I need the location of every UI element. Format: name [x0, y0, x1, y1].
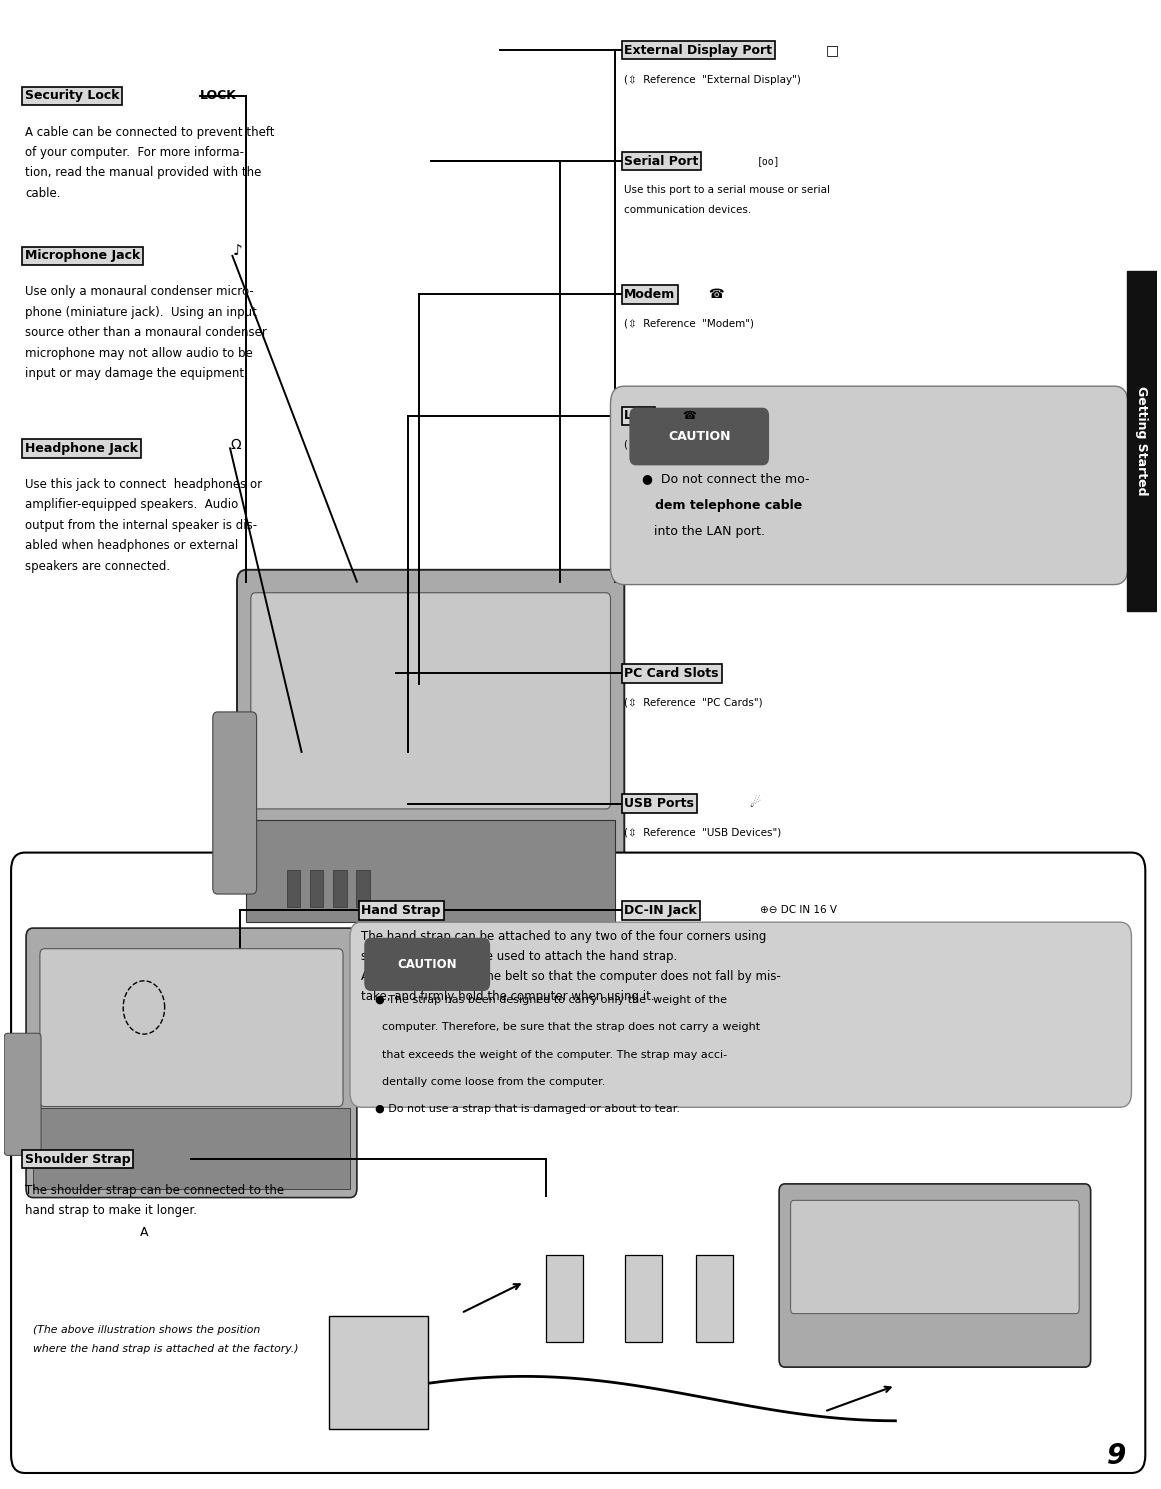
Text: □: □: [825, 43, 839, 57]
Text: Use this jack to connect  headphones or: Use this jack to connect headphones or: [24, 478, 262, 491]
Text: PC Card Slots: PC Card Slots: [625, 667, 719, 680]
Text: ⊕⊖ DC IN 16 V: ⊕⊖ DC IN 16 V: [760, 905, 837, 916]
Text: DC-IN Jack: DC-IN Jack: [625, 904, 697, 917]
Bar: [33, 1108, 349, 1188]
FancyBboxPatch shape: [26, 928, 356, 1197]
Text: into the LAN port.: into the LAN port.: [642, 526, 765, 539]
Bar: [333, 871, 346, 907]
FancyBboxPatch shape: [791, 1200, 1079, 1313]
Text: Modem: Modem: [625, 287, 676, 301]
Text: CAUTION: CAUTION: [397, 957, 457, 971]
Text: of your computer.  For more informa-: of your computer. For more informa-: [24, 146, 244, 159]
Text: dem telephone cable: dem telephone cable: [642, 499, 802, 512]
Bar: [355, 871, 369, 907]
Text: source other than a monaural condenser: source other than a monaural condenser: [24, 326, 267, 339]
Text: (⇳  Reference  "PC Cards"): (⇳ Reference "PC Cards"): [625, 697, 763, 707]
FancyBboxPatch shape: [330, 1316, 428, 1429]
Text: cable.: cable.: [24, 188, 60, 200]
Text: (The above illustration shows the position: (The above illustration shows the positi…: [33, 1325, 260, 1336]
Text: Use only a monaural condenser micro-: Use only a monaural condenser micro-: [24, 286, 253, 298]
Text: ☎: ☎: [682, 411, 695, 421]
Text: [oo]: [oo]: [757, 156, 780, 167]
Text: Serial Port: Serial Port: [625, 155, 699, 168]
FancyBboxPatch shape: [5, 1033, 41, 1155]
Text: ● Do not use a strap that is damaged or about to tear.: ● Do not use a strap that is damaged or …: [375, 1105, 680, 1114]
Text: screws (A) which were used to attach the hand strap.: screws (A) which were used to attach the…: [361, 950, 678, 962]
Text: A: A: [139, 1225, 149, 1239]
Text: that exceeds the weight of the computer. The strap may acci-: that exceeds the weight of the computer.…: [375, 1050, 728, 1060]
Text: output from the internal speaker is dis-: output from the internal speaker is dis-: [24, 518, 257, 532]
FancyBboxPatch shape: [212, 712, 257, 893]
Text: External Display Port: External Display Port: [625, 43, 772, 57]
Bar: [1127, 271, 1156, 612]
Text: Ω: Ω: [230, 438, 240, 453]
FancyBboxPatch shape: [625, 1255, 662, 1342]
Bar: [310, 871, 324, 907]
Text: Hand Strap: Hand Strap: [361, 904, 441, 917]
Text: 9: 9: [1106, 1441, 1126, 1470]
Text: CAUTION: CAUTION: [668, 430, 730, 444]
Text: where the hand strap is attached at the factory.): where the hand strap is attached at the …: [33, 1345, 298, 1354]
Text: abled when headphones or external: abled when headphones or external: [24, 539, 238, 552]
Text: communication devices.: communication devices.: [625, 205, 751, 214]
Text: Use this port to a serial mouse or serial: Use this port to a serial mouse or seria…: [625, 185, 830, 195]
FancyBboxPatch shape: [237, 570, 625, 934]
Text: A cable can be connected to prevent theft: A cable can be connected to prevent thef…: [24, 125, 274, 138]
Text: computer. Therefore, be sure that the strap does not carry a weight: computer. Therefore, be sure that the st…: [375, 1021, 760, 1032]
Bar: [287, 871, 301, 907]
Text: (⇳  Reference  "External Display"): (⇳ Reference "External Display"): [625, 76, 801, 85]
Text: Microphone Jack: Microphone Jack: [24, 249, 140, 262]
Text: The hand strap can be attached to any two of the four corners using: The hand strap can be attached to any tw…: [361, 929, 767, 943]
FancyBboxPatch shape: [12, 853, 1145, 1473]
FancyBboxPatch shape: [779, 1184, 1090, 1367]
Text: take, and firmly hold the computer when using it.: take, and firmly hold the computer when …: [361, 990, 655, 1002]
FancyBboxPatch shape: [611, 386, 1128, 585]
FancyBboxPatch shape: [695, 1255, 733, 1342]
Text: Security Lock: Security Lock: [24, 89, 120, 103]
Text: ● The strap has been designed to carry only the  weight of the: ● The strap has been designed to carry o…: [375, 995, 727, 1005]
FancyBboxPatch shape: [365, 938, 490, 990]
Text: speakers are connected.: speakers are connected.: [24, 560, 170, 573]
Text: ♪: ♪: [232, 244, 243, 259]
Text: LOCK: LOCK: [200, 89, 237, 103]
FancyBboxPatch shape: [251, 593, 611, 809]
Text: dentally come loose from the computer.: dentally come loose from the computer.: [375, 1077, 606, 1087]
Text: amplifier-equipped speakers.  Audio: amplifier-equipped speakers. Audio: [24, 499, 238, 511]
Text: The shoulder strap can be connected to the: The shoulder strap can be connected to t…: [24, 1184, 284, 1197]
Text: (⇳  Reference  "Modem"): (⇳ Reference "Modem"): [625, 319, 755, 328]
Text: hand strap to make it longer.: hand strap to make it longer.: [24, 1205, 197, 1217]
FancyBboxPatch shape: [39, 948, 342, 1106]
Text: USB Ports: USB Ports: [625, 797, 694, 810]
Bar: [246, 820, 615, 922]
Text: phone (miniature jack).  Using an input: phone (miniature jack). Using an input: [24, 305, 257, 319]
Text: Adjust the length of the belt so that the computer does not fall by mis-: Adjust the length of the belt so that th…: [361, 969, 781, 983]
Text: input or may damage the equipment.: input or may damage the equipment.: [24, 368, 247, 380]
FancyBboxPatch shape: [546, 1255, 583, 1342]
FancyBboxPatch shape: [630, 408, 769, 465]
Text: (⇳  Reference  "LAN"): (⇳ Reference "LAN"): [625, 439, 737, 450]
Text: tion, read the manual provided with the: tion, read the manual provided with the: [24, 167, 261, 180]
Text: microphone may not allow audio to be: microphone may not allow audio to be: [24, 347, 253, 360]
Text: ☄: ☄: [749, 797, 760, 810]
Text: LAN: LAN: [625, 409, 652, 423]
Text: Shoulder Strap: Shoulder Strap: [24, 1152, 130, 1166]
FancyBboxPatch shape: [349, 922, 1132, 1108]
Text: (⇳  Reference  "USB Devices"): (⇳ Reference "USB Devices"): [625, 828, 781, 837]
Text: Headphone Jack: Headphone Jack: [24, 442, 138, 454]
Text: ☎: ☎: [708, 287, 724, 301]
Text: ●  Do not connect the mo-: ● Do not connect the mo-: [642, 472, 809, 485]
Text: Getting Started: Getting Started: [1135, 386, 1148, 496]
